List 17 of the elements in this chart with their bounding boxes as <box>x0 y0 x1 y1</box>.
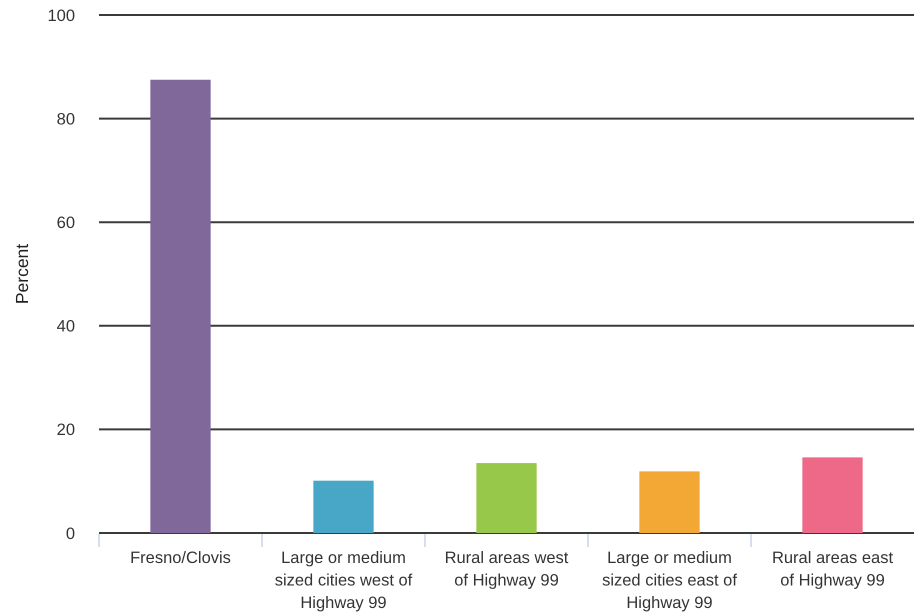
x-tick-label: Large or medium sized cities west of Highway 99 <box>274 549 413 612</box>
x-tick-label: Large or medium sized cities east of Highway 99 <box>602 549 738 612</box>
y-tick-label: 60 <box>56 214 75 232</box>
bar <box>639 471 700 533</box>
y-tick-label: 0 <box>66 524 75 543</box>
x-tick-label: Fresno/Clovis <box>130 549 231 567</box>
y-tick-label: 20 <box>56 421 75 440</box>
bar <box>313 480 374 533</box>
bar <box>150 80 211 533</box>
x-tick-label: Rural areas west of Highway 99 <box>444 549 569 590</box>
y-axis-title: Percent <box>12 244 32 304</box>
bar <box>476 463 537 533</box>
x-tick-label: Rural areas east of Highway 99 <box>772 549 894 590</box>
y-tick-label: 40 <box>56 318 75 336</box>
bar <box>802 457 863 533</box>
y-tick-label: 80 <box>56 110 75 128</box>
y-tick-label: 100 <box>47 6 75 25</box>
